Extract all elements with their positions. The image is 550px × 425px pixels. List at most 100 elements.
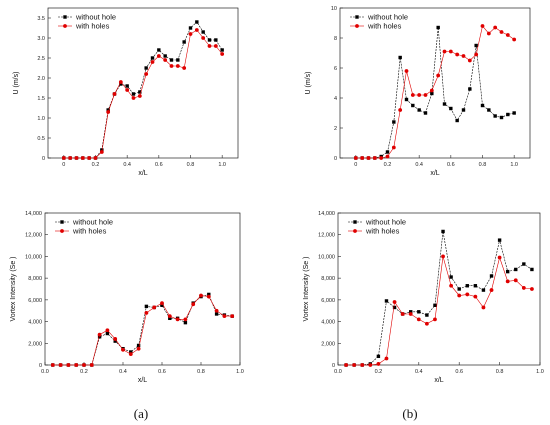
data-point-without-hole <box>169 58 174 62</box>
data-point-without-hole <box>214 312 219 316</box>
x-tick-label: 0.0 <box>334 369 342 375</box>
data-point-with-holes <box>505 279 510 284</box>
legend-label-with-holes: with holes <box>365 227 400 236</box>
data-point-without-hole <box>384 299 389 303</box>
data-point-with-holes <box>182 66 187 70</box>
data-point-with-holes <box>441 254 445 259</box>
data-point-with-holes <box>398 108 403 112</box>
y-tick-label: 10,000 <box>25 254 42 260</box>
caption-b: (b) <box>402 406 417 421</box>
data-point-without-hole <box>125 84 129 88</box>
data-point-with-holes <box>486 31 491 36</box>
data-point-without-hole <box>417 310 421 314</box>
series-line-without-hole <box>346 231 533 366</box>
data-point-with-holes <box>113 337 118 341</box>
y-tick-label: 2.0 <box>37 76 45 82</box>
data-point-without-hole <box>512 111 516 115</box>
data-point-with-holes <box>360 363 365 367</box>
data-point-with-holes <box>385 154 390 159</box>
y-tick-label: 0.5 <box>37 136 45 142</box>
series-line-without-hole <box>63 21 223 159</box>
data-point-without-hole <box>468 87 472 91</box>
data-point-with-holes <box>433 317 437 322</box>
x-axis-label: x/L <box>430 170 439 177</box>
data-point-with-holes <box>352 363 357 367</box>
data-point-without-hole <box>168 316 172 321</box>
data-point-without-hole <box>220 48 224 52</box>
data-point-with-holes <box>493 25 498 30</box>
x-tick-label: 0.6 <box>455 369 463 375</box>
y-tick-label: 0 <box>39 363 42 369</box>
x-tick-label: 0.8 <box>479 162 487 168</box>
data-point-with-holes <box>220 52 225 56</box>
data-point-without-hole <box>417 108 421 112</box>
legend-marker-with-holes <box>63 24 67 28</box>
data-point-without-hole <box>455 118 459 123</box>
y-tick-label: 2.5 <box>37 56 45 62</box>
data-point-with-holes <box>489 288 494 292</box>
x-tick-label: 0.4 <box>123 162 131 168</box>
data-point-with-holes <box>366 156 371 160</box>
data-point-without-hole <box>183 320 188 325</box>
data-point-without-hole <box>136 343 141 348</box>
data-point-with-holes <box>429 88 434 93</box>
data-point-without-hole <box>160 303 164 307</box>
data-point-with-holes <box>199 293 203 298</box>
series-line-with-holes <box>355 25 515 159</box>
legend-label-with-holes: with holes <box>367 22 402 31</box>
chart-a-velocity: 0 0.2 0.4 0.6 0.8 1.0 0 0.5 1.0 1.5 2.0 2.5 3.0 3.5 x/… <box>13 7 239 177</box>
x-tick-label: 1.0 <box>236 369 244 375</box>
series-line-without-hole <box>355 27 515 159</box>
x-tick-label: 0.0 <box>41 369 49 375</box>
y-tick-label: 10 <box>331 6 337 12</box>
chart-b-velocity: 0 0.2 0.4 0.6 0.8 1.0 0 2 4 6 8 10 x/L U (m/s) without… <box>305 6 531 177</box>
x-tick-label: 0 <box>62 162 65 168</box>
data-point-with-holes <box>474 52 479 57</box>
data-point-with-holes <box>68 156 73 160</box>
x-tick-label: 0.2 <box>92 162 100 168</box>
data-point-with-holes <box>372 156 377 160</box>
series-line-with-holes <box>63 29 223 159</box>
data-point-without-hole <box>188 26 193 30</box>
data-point-without-hole <box>182 40 186 44</box>
data-point-with-holes <box>128 352 133 357</box>
legend-label-without-hole: without hole <box>75 13 116 22</box>
data-point-without-hole <box>113 339 117 343</box>
data-point-with-holes <box>376 362 381 366</box>
legend-label-without-hole: without hole <box>365 218 406 227</box>
plot-frame <box>339 7 531 159</box>
data-point-without-hole <box>119 82 123 86</box>
y-tick-label: 12,000 <box>25 233 42 239</box>
x-axis-label: x/L <box>434 377 443 384</box>
data-point-with-holes <box>417 93 422 97</box>
y-tick-label: 6 <box>334 66 337 72</box>
data-point-without-hole <box>461 108 466 112</box>
data-point-with-holes <box>194 28 199 32</box>
legend-marker-with-holes <box>353 229 357 233</box>
data-point-with-holes <box>58 363 63 367</box>
data-point-with-holes <box>118 80 123 84</box>
data-point-with-holes <box>353 156 358 160</box>
x-tick-label: 0.8 <box>187 162 195 168</box>
y-tick-label: 4,000 <box>28 320 42 326</box>
data-point-without-hole <box>131 92 136 96</box>
data-point-without-hole <box>176 58 180 62</box>
y-tick-label: 2,000 <box>28 341 42 347</box>
y-tick-label: 0 <box>334 156 337 162</box>
data-point-with-holes <box>50 363 55 367</box>
data-point-without-hole <box>499 115 504 120</box>
data-point-without-hole <box>505 269 510 274</box>
y-axis-label: U (m/s) <box>305 72 312 95</box>
x-axis-label: x/L <box>138 170 147 177</box>
y-tick-label: 6,000 <box>321 298 335 304</box>
data-point-without-hole <box>487 108 491 112</box>
legend-label-with-holes: with holes <box>72 227 107 236</box>
data-point-without-hole <box>449 106 453 111</box>
data-point-with-holes <box>80 156 85 160</box>
data-point-with-holes <box>457 293 462 298</box>
data-point-with-holes <box>150 60 155 64</box>
legend-marker-without-hole <box>63 15 67 19</box>
data-point-with-holes <box>436 73 441 78</box>
data-point-with-holes <box>379 156 384 160</box>
x-tick-label: 1.0 <box>536 369 544 375</box>
